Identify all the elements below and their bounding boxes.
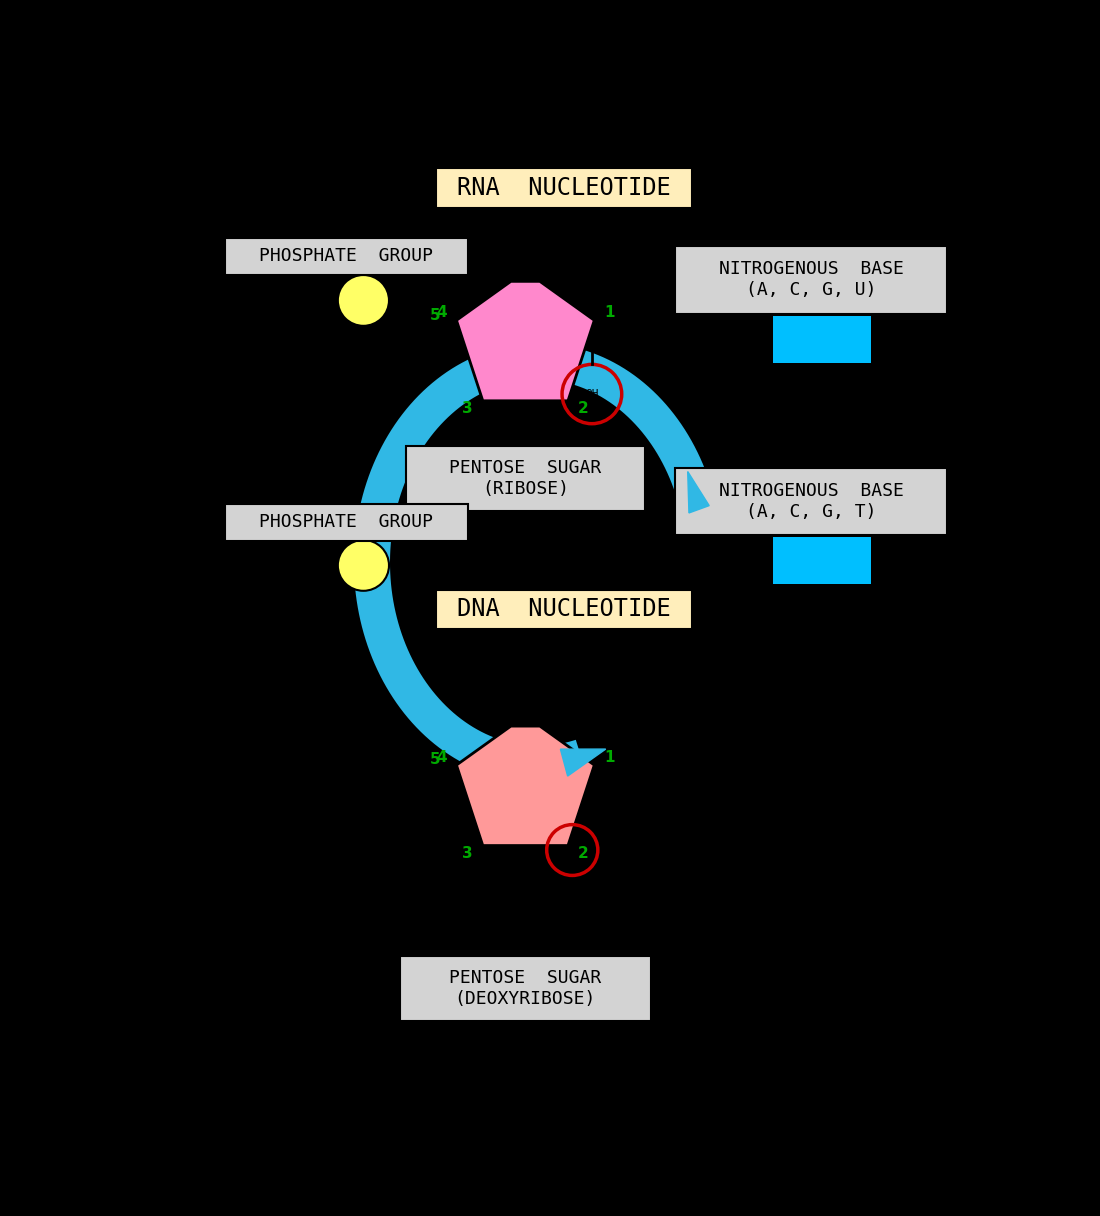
Text: PENTOSE  SUGAR
(DEOXYRIBOSE): PENTOSE SUGAR (DEOXYRIBOSE)	[449, 969, 602, 1008]
Text: 3: 3	[462, 401, 473, 416]
FancyBboxPatch shape	[399, 956, 651, 1021]
Text: 3: 3	[462, 845, 473, 861]
Text: PHOSPHATE  GROUP: PHOSPHATE GROUP	[260, 247, 433, 265]
Text: 5: 5	[429, 308, 440, 322]
Text: DNA  NUCLEOTIDE: DNA NUCLEOTIDE	[456, 597, 671, 621]
FancyBboxPatch shape	[224, 503, 468, 541]
Text: 2: 2	[578, 845, 588, 861]
Text: 5: 5	[429, 753, 440, 767]
Polygon shape	[560, 749, 606, 776]
FancyBboxPatch shape	[674, 246, 947, 314]
Text: 4: 4	[436, 750, 447, 765]
FancyBboxPatch shape	[772, 316, 871, 364]
Text: OH: OH	[585, 389, 598, 399]
Polygon shape	[456, 726, 594, 845]
Polygon shape	[688, 472, 710, 513]
Text: NITROGENOUS  BASE
(A, C, G, T): NITROGENOUS BASE (A, C, G, T)	[718, 483, 903, 522]
Text: RNA  NUCLEOTIDE: RNA NUCLEOTIDE	[456, 176, 671, 201]
FancyBboxPatch shape	[772, 537, 871, 584]
FancyBboxPatch shape	[406, 445, 645, 511]
Ellipse shape	[338, 540, 389, 591]
Text: NITROGENOUS  BASE
(A, C, G, U): NITROGENOUS BASE (A, C, G, U)	[718, 260, 903, 299]
Ellipse shape	[338, 275, 389, 326]
Text: 1: 1	[604, 750, 615, 765]
FancyBboxPatch shape	[436, 590, 692, 629]
Polygon shape	[456, 281, 594, 401]
FancyBboxPatch shape	[674, 468, 947, 535]
FancyBboxPatch shape	[436, 168, 692, 208]
Text: 1: 1	[604, 305, 615, 320]
Text: PENTOSE  SUGAR
(RIBOSE): PENTOSE SUGAR (RIBOSE)	[449, 458, 602, 497]
FancyBboxPatch shape	[224, 237, 468, 275]
Text: 4: 4	[436, 305, 447, 320]
Text: 2: 2	[578, 401, 588, 416]
Text: PHOSPHATE  GROUP: PHOSPHATE GROUP	[260, 513, 433, 531]
